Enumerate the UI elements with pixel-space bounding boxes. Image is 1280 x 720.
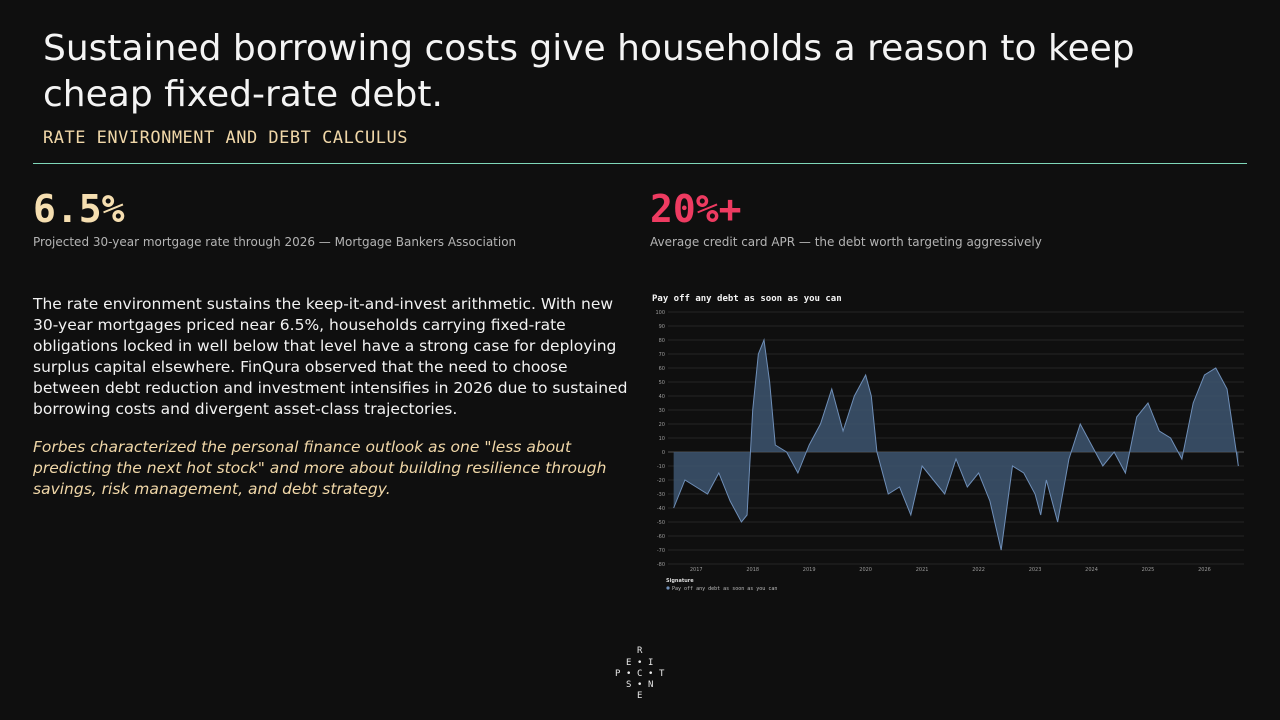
y-tick-label: 80 <box>659 338 665 344</box>
area-chart: -80 -70 -60 -50 -40 -30 -20 -10 0 10 20 30 40 50 60 70 8… <box>655 310 1244 592</box>
logo-letter: T <box>659 669 665 679</box>
y-tick-label: -70 <box>657 548 665 554</box>
logo-letter: • <box>648 669 654 679</box>
x-tick-label: 2023 <box>1029 567 1042 573</box>
y-tick-label: 10 <box>659 436 665 442</box>
y-tick-label: -60 <box>657 534 665 540</box>
stat-credit-card-apr: 20%+ Average credit card APR — the debt … <box>650 186 1042 249</box>
y-tick-label: 100 <box>655 310 665 316</box>
series-line <box>673 338 1239 551</box>
x-tick-label: 2018 <box>746 567 759 573</box>
legend-swatch <box>666 586 670 590</box>
y-tick-label: 30 <box>659 408 665 414</box>
y-tick-label: -50 <box>657 520 665 526</box>
chart-legend: Signature Pay off any debt as soon as you… <box>666 578 777 592</box>
y-tick-label: 90 <box>659 324 665 330</box>
logo-letter: E <box>637 691 643 701</box>
x-tick-label: 2019 <box>803 567 816 573</box>
chart-container: Pay off any debt as soon as you can -80-… <box>648 290 1248 600</box>
chart-title: Pay off any debt as soon as you can <box>652 294 842 304</box>
legend-title: Signature <box>666 578 694 584</box>
x-tick-label: 2026 <box>1198 567 1211 573</box>
body-paragraph: The rate environment sustains the keep-i… <box>33 295 628 418</box>
y-tick-label: -80 <box>657 562 665 568</box>
logo-letter: • <box>626 669 632 679</box>
x-axis-ticks: 2017 2018 2019 2020 2021 2022 2023 2024 2025 2026 <box>690 567 1211 573</box>
stat-mortgage-rate: 6.5% Projected 30-year mortgage rate thr… <box>33 186 516 249</box>
logo-letter: N <box>648 680 654 690</box>
y-tick-label: -10 <box>657 464 665 470</box>
chart-series <box>673 338 1239 551</box>
logo-letter: I <box>648 658 654 668</box>
stat-caption: Projected 30-year mortgage rate through … <box>33 235 517 249</box>
logo-letter: E <box>626 658 632 668</box>
section-subtitle: RATE ENVIRONMENT AND DEBT CALCULUS <box>43 128 408 148</box>
y-tick-label: 50 <box>659 380 665 386</box>
brand-logo: R E • I P • C • T S • N E <box>610 646 670 702</box>
y-tick-label: 20 <box>659 422 665 428</box>
y-tick-label: 70 <box>659 352 665 358</box>
logo-letter: S <box>626 680 632 690</box>
logo-letter: • <box>637 658 643 668</box>
y-tick-label: -40 <box>657 506 665 512</box>
logo-letter: C <box>637 669 643 679</box>
series-area <box>673 340 1239 550</box>
x-tick-label: 2024 <box>1085 567 1098 573</box>
x-tick-label: 2025 <box>1142 567 1155 573</box>
x-tick-label: 2020 <box>859 567 872 573</box>
legend-entry: Pay off any debt as soon as you can <box>672 586 777 592</box>
stat-value: 6.5% <box>33 187 125 231</box>
y-tick-label: 60 <box>659 366 665 372</box>
forbes-quote: Forbes characterized the personal financ… <box>33 438 607 498</box>
logo-letter: • <box>637 680 643 690</box>
x-tick-label: 2021 <box>916 567 929 573</box>
page-title: Sustained borrowing costs give household… <box>43 28 1135 115</box>
y-tick-label: -30 <box>657 492 665 498</box>
x-tick-label: 2017 <box>690 567 703 573</box>
y-tick-label: -20 <box>657 478 665 484</box>
y-axis-ticks: -80 -70 -60 -50 -40 -30 -20 -10 0 10 20 30 40 50 60 70 8… <box>655 310 665 568</box>
stat-caption: Average credit card APR — the debt worth… <box>650 235 1042 249</box>
y-tick-label: 40 <box>659 394 665 400</box>
stat-value: 20%+ <box>650 187 742 231</box>
x-tick-label: 2022 <box>972 567 985 573</box>
y-tick-label: 0 <box>662 450 665 456</box>
logo-letter: P <box>615 669 621 679</box>
logo-letter: R <box>637 646 643 656</box>
divider-rule <box>33 163 1247 164</box>
